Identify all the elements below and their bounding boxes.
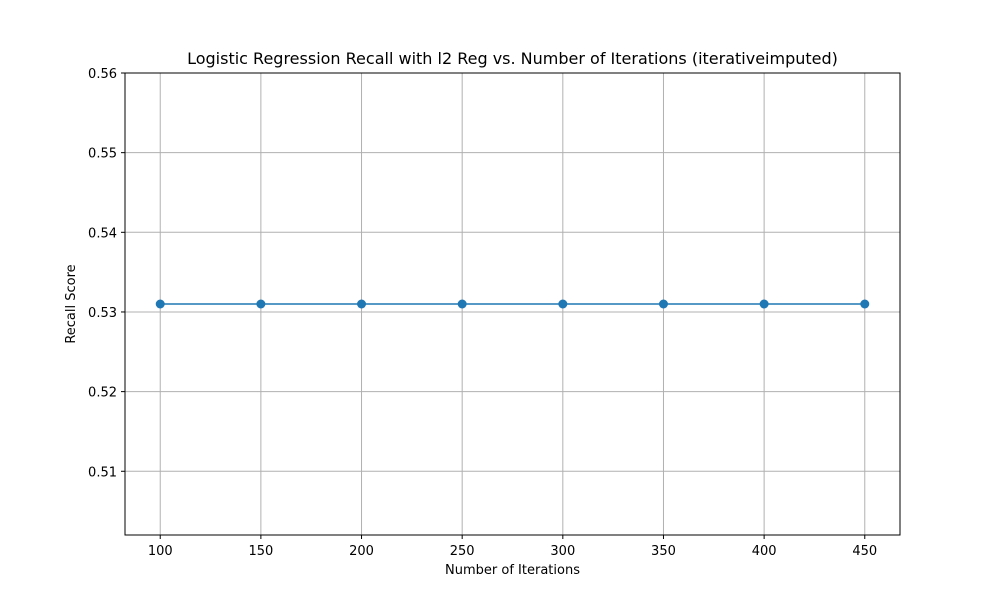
- x-tick-label: 200: [349, 544, 374, 559]
- x-axis-title: Number of Iterations: [445, 563, 580, 578]
- data-point: [256, 299, 266, 309]
- y-tick-label: 0.56: [88, 67, 117, 82]
- data-point: [860, 299, 870, 309]
- plot-frame: [124, 72, 901, 536]
- x-tick-label: 450: [852, 544, 877, 559]
- y-tick-label: 0.54: [88, 226, 117, 241]
- chart-title: Logistic Regression Recall with l2 Reg v…: [187, 49, 838, 68]
- data-point: [357, 299, 367, 309]
- y-axis-title: Recall Score: [64, 264, 79, 343]
- y-tick-label: 0.55: [88, 147, 117, 162]
- x-tick-label: 250: [450, 544, 475, 559]
- data-point: [558, 299, 568, 309]
- series-group: [155, 299, 870, 309]
- x-tick-label: 350: [651, 544, 676, 559]
- y-tick-label: 0.53: [88, 306, 117, 321]
- x-tick-label: 300: [550, 544, 575, 559]
- data-point: [658, 299, 668, 309]
- y-tick-label: 0.51: [88, 465, 117, 480]
- y-axis: 0.51 0.52 0.53 0.54 0.55 0.56: [88, 67, 125, 480]
- x-tick-label: 100: [148, 544, 173, 559]
- data-point: [155, 299, 165, 309]
- x-axis: 100 150 200 250 300 350 400 450: [148, 535, 877, 559]
- y-tick-label: 0.52: [88, 386, 117, 401]
- x-tick-label: 150: [248, 544, 273, 559]
- data-point: [759, 299, 769, 309]
- data-point: [457, 299, 467, 309]
- x-tick-label: 400: [752, 544, 777, 559]
